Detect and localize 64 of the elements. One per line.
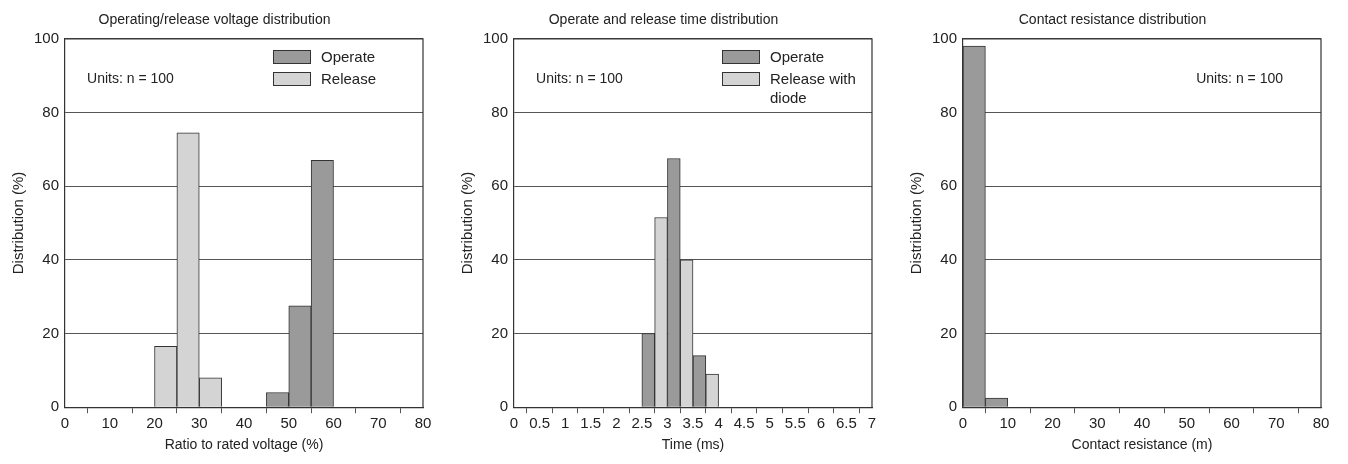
x-tick-label: 10 [101,414,119,432]
y-tick-label: 80 [42,102,60,120]
chart-title: Operate and release time distribution [548,11,779,28]
y-tick-label: 40 [491,249,509,267]
x-tick-label: 1 [560,414,570,432]
y-tick-label: 100 [34,28,60,46]
x-tick-label: 3.5 [682,414,704,432]
x-tick-label: 40 [1133,414,1151,432]
y-tick-label: 0 [50,397,60,415]
y-tick-label: 20 [491,323,509,341]
x-tick-label: 2.5 [631,414,653,432]
y-tick-label: 20 [42,323,60,341]
x-tick-label: 40 [235,414,253,432]
x-tick-label: 80 [1312,414,1330,432]
chart-title: Contact resistance distribution [1018,11,1207,28]
chart-title: Operating/release voltage distribution [98,11,331,28]
annotation: Units: n = 100 [1196,69,1284,86]
y-tick-label: 40 [940,249,958,267]
y-axis-title: Distribution (%) [9,171,27,275]
legend-label: Operate [321,46,377,66]
y-tick-label: 80 [940,102,958,120]
legend-label: Release [321,68,378,88]
y-tick-label: 0 [948,397,958,415]
x-tick-label: 3 [663,414,672,432]
y-tick-label: 40 [42,249,60,267]
y-axis-title: Distribution (%) [907,171,925,275]
y-axis-title: Distribution (%) [458,171,476,275]
x-tick-label: 70 [1267,414,1285,432]
y-tick-label: 0 [499,397,509,415]
x-tick-label: 1.5 [580,414,602,432]
x-tick-label: 80 [414,414,432,432]
x-tick-label: 60 [325,414,342,432]
legend-label: Operate [770,46,826,66]
y-tick-label: 60 [491,176,509,194]
x-tick-label: 7 [867,414,877,432]
x-tick-label: 30 [190,414,208,432]
x-tick-label: 30 [1088,414,1106,432]
x-axis-title: Contact resistance (m) [1071,436,1213,453]
x-tick-label: 0.5 [529,414,551,432]
annotation: Units: n = 100 [87,69,175,86]
x-tick-label: 60 [1223,414,1240,432]
x-axis-title: Ratio to rated voltage (%) [164,436,324,453]
x-tick-label: 4.5 [733,414,755,432]
x-axis-title: Time (ms) [661,436,725,453]
legend-label: Release with diode [770,68,857,107]
x-tick-label: 2 [612,414,621,432]
y-tick-label: 20 [940,323,958,341]
x-tick-label: 5 [765,414,774,432]
x-tick-label: 70 [369,414,387,432]
x-tick-label: 5.5 [784,414,806,432]
y-tick-label: 100 [932,28,958,46]
x-tick-label: 4 [714,414,723,432]
x-tick-label: 10 [999,414,1017,432]
y-tick-label: 80 [491,102,509,120]
x-tick-label: 50 [280,414,298,432]
x-tick-label: 6.5 [836,414,857,432]
x-tick-label: 20 [1044,414,1061,432]
y-tick-label: 60 [42,176,60,194]
y-tick-label: 60 [940,176,958,194]
y-tick-label: 100 [483,28,509,46]
annotation: Units: n = 100 [536,69,624,86]
x-tick-label: 6 [816,414,826,432]
x-tick-label: 50 [1178,414,1196,432]
x-tick-label: 20 [146,414,163,432]
